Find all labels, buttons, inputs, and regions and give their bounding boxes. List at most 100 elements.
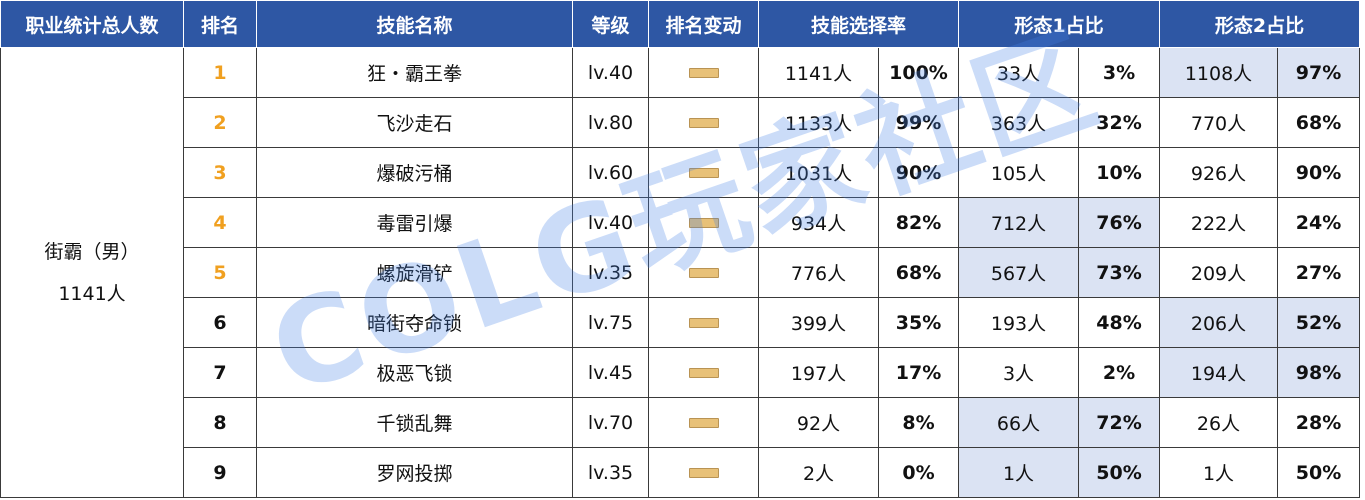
pick-rate-cell: 0% (878, 447, 959, 498)
level-cell: lv.40 (572, 197, 649, 248)
no-change-dash-icon (688, 318, 719, 328)
no-change-dash-icon (688, 68, 719, 78)
header-form2: 形态2占比 (1159, 0, 1360, 48)
table-row: 街霸（男） 1141人 1 狂・霸王拳 lv.40 1141人 100% 33人 3% 1108人… (0, 47, 1360, 498)
level-cell: lv.75 (572, 297, 649, 348)
change-cell (648, 97, 759, 148)
total-cell: 街霸（男） 1141人 (0, 47, 184, 498)
table-row: 3 爆破污桶 lv.60 1031人 90% 105人 10% 926人 90% (1, 147, 1360, 198)
form1-count-cell: 66人 (958, 397, 1079, 448)
form2-rate-cell: 52% (1277, 297, 1360, 348)
change-cell (648, 397, 759, 448)
skill-name-cell: 狂・霸王拳 (256, 47, 573, 98)
table-row: 7 极恶飞锁 lv.45 197人 17% 3人 2% 194人 98% (1, 347, 1360, 398)
level-cell: lv.80 (572, 97, 649, 148)
table-row: 4 毒雷引爆 lv.40 934人 82% 712人 76% 222人 24% (1, 197, 1360, 248)
no-change-dash-icon (688, 268, 719, 278)
form2-count-cell: 209人 (1159, 247, 1278, 298)
header-pick-rate: 技能选择率 (758, 0, 959, 48)
change-cell (648, 147, 759, 198)
pick-count-cell: 1031人 (758, 147, 879, 198)
form1-count-cell: 33人 (958, 47, 1079, 98)
level-cell: lv.70 (572, 397, 649, 448)
no-change-dash-icon (688, 168, 719, 178)
form1-count-cell: 363人 (958, 97, 1079, 148)
pick-count-cell: 776人 (758, 247, 879, 298)
form2-count-cell: 222人 (1159, 197, 1278, 248)
table-row: 2 飞沙走石 lv.80 1133人 99% 363人 32% 770人 68% (1, 97, 1360, 148)
pick-count-cell: 197人 (758, 347, 879, 398)
rank-cell: 5 (183, 247, 257, 298)
skill-name-cell: 罗网投掷 (256, 447, 573, 498)
skill-name-cell: 极恶飞锁 (256, 347, 573, 398)
form1-rate-cell: 2% (1078, 347, 1160, 398)
header-level: 等级 (572, 0, 649, 48)
level-cell: lv.40 (572, 47, 649, 98)
form2-count-cell: 926人 (1159, 147, 1278, 198)
rank-cell: 7 (183, 347, 257, 398)
pick-rate-cell: 68% (878, 247, 959, 298)
change-cell (648, 447, 759, 498)
pick-rate-cell: 35% (878, 297, 959, 348)
pick-count-cell: 2人 (758, 447, 879, 498)
table-row: 9 罗网投掷 lv.35 2人 0% 1人 50% 1人 50% (1, 447, 1360, 498)
form1-rate-cell: 32% (1078, 97, 1160, 148)
form2-rate-cell: 24% (1277, 197, 1360, 248)
header-skill: 技能名称 (256, 0, 573, 48)
form1-count-cell: 712人 (958, 197, 1079, 248)
no-change-dash-icon (688, 418, 719, 428)
pick-rate-cell: 90% (878, 147, 959, 198)
form2-count-cell: 194人 (1159, 347, 1278, 398)
pick-rate-cell: 82% (878, 197, 959, 248)
level-cell: lv.35 (572, 447, 649, 498)
change-cell (648, 197, 759, 248)
skill-name-cell: 毒雷引爆 (256, 197, 573, 248)
change-cell (648, 47, 759, 98)
form2-count-cell: 26人 (1159, 397, 1278, 448)
header-change: 排名变动 (648, 0, 759, 48)
pick-rate-cell: 99% (878, 97, 959, 148)
form1-rate-cell: 72% (1078, 397, 1160, 448)
form2-rate-cell: 90% (1277, 147, 1360, 198)
pick-count-cell: 92人 (758, 397, 879, 448)
form1-count-cell: 567人 (958, 247, 1079, 298)
skill-name-cell: 飞沙走石 (256, 97, 573, 148)
form1-rate-cell: 3% (1078, 47, 1160, 98)
form1-rate-cell: 73% (1078, 247, 1160, 298)
class-name: 街霸（男） (44, 240, 140, 263)
form2-count-cell: 770人 (1159, 97, 1278, 148)
form1-count-cell: 3人 (958, 347, 1079, 398)
class-total: 1141人 (58, 282, 126, 305)
form1-count-cell: 105人 (958, 147, 1079, 198)
change-cell (648, 247, 759, 298)
skill-name-cell: 爆破污桶 (256, 147, 573, 198)
form2-rate-cell: 28% (1277, 397, 1360, 448)
rank-cell: 9 (183, 447, 257, 498)
skill-name-cell: 螺旋滑铲 (256, 247, 573, 298)
no-change-dash-icon (688, 368, 719, 378)
form2-count-cell: 1108人 (1159, 47, 1278, 98)
form1-count-cell: 193人 (958, 297, 1079, 348)
no-change-dash-icon (688, 468, 719, 478)
table-row: 5 螺旋滑铲 lv.35 776人 68% 567人 73% 209人 27% (1, 247, 1360, 298)
level-cell: lv.35 (572, 247, 649, 298)
level-cell: lv.60 (572, 147, 649, 198)
no-change-dash-icon (688, 218, 719, 228)
change-cell (648, 347, 759, 398)
rank-cell: 3 (183, 147, 257, 198)
form1-rate-cell: 50% (1078, 447, 1160, 498)
rank-cell: 8 (183, 397, 257, 448)
level-cell: lv.45 (572, 347, 649, 398)
pick-rate-cell: 8% (878, 397, 959, 448)
skill-name-cell: 暗街夺命锁 (256, 297, 573, 348)
pick-count-cell: 1141人 (758, 47, 879, 98)
change-cell (648, 297, 759, 348)
table-row: 8 千锁乱舞 lv.70 92人 8% 66人 72% 26人 28% (1, 397, 1360, 448)
no-change-dash-icon (688, 118, 719, 128)
pick-rate-cell: 17% (878, 347, 959, 398)
form2-rate-cell: 27% (1277, 247, 1360, 298)
header-total: 职业统计总人数 (0, 0, 184, 48)
header-rank: 排名 (183, 0, 257, 48)
form2-rate-cell: 97% (1277, 47, 1360, 98)
table-row: 6 暗街夺命锁 lv.75 399人 35% 193人 48% 206人 52% (1, 297, 1360, 348)
